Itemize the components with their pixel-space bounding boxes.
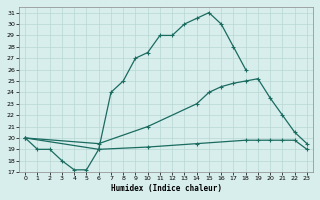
X-axis label: Humidex (Indice chaleur): Humidex (Indice chaleur) xyxy=(111,184,221,193)
